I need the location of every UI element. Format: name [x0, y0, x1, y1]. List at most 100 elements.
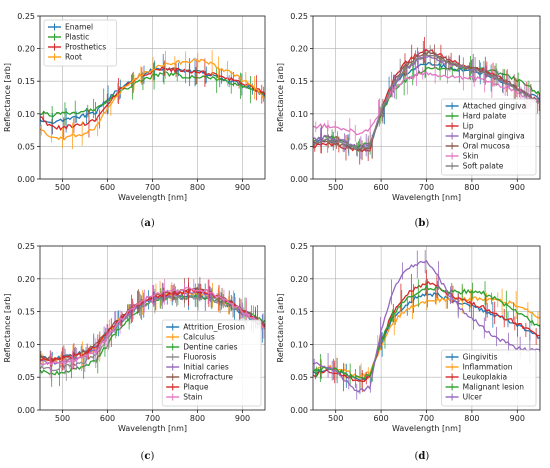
- x-axis-label: Wavelength [nm]: [392, 193, 461, 202]
- x-axis-label: Wavelength [nm]: [118, 193, 187, 202]
- x-axis-label: Wavelength [nm]: [392, 424, 461, 433]
- legend-entry: Stain: [183, 393, 202, 402]
- x-tick-label: 600: [373, 183, 388, 192]
- y-tick-label: 0.05: [17, 373, 35, 382]
- x-tick-label: 500: [55, 183, 70, 192]
- x-tick-label: 900: [235, 414, 250, 423]
- y-tick-label: 0.20: [290, 45, 308, 54]
- panel-label: (a): [141, 218, 155, 229]
- x-tick-label: 900: [235, 183, 250, 192]
- y-tick-label: 0.25: [17, 12, 35, 21]
- y-tick-label: 0.00: [290, 175, 308, 184]
- x-tick-label: 700: [419, 414, 434, 423]
- y-tick-label: 0.10: [290, 340, 308, 349]
- x-tick-label: 500: [328, 414, 343, 423]
- legend-entry: Attached gingiva: [463, 102, 527, 111]
- x-tick-label: 900: [510, 183, 525, 192]
- y-tick-label: 0.15: [17, 77, 35, 86]
- series-line: [313, 66, 540, 149]
- legend-box: [441, 349, 537, 407]
- panel-label: (d): [415, 451, 430, 462]
- series-line: [313, 71, 540, 136]
- legend-box: [441, 98, 537, 176]
- series-line: [313, 54, 540, 150]
- legend-entry: Gingivitis: [463, 353, 498, 362]
- legend-entry: Attrition_Erosion: [183, 323, 245, 332]
- chart-panel-2: 500 600 700 800 900 0.00 0.05 0.10 0.15 0.20 0.25 W…: [276, 12, 541, 229]
- legend-entry: Inflammation: [463, 363, 513, 372]
- series-line: [313, 284, 540, 380]
- series-line: [313, 281, 540, 383]
- x-tick-label: 600: [373, 414, 388, 423]
- series-line: [313, 259, 540, 393]
- series-line: [40, 286, 265, 366]
- y-tick-label: 0.05: [290, 373, 308, 382]
- legend-entry: Lip: [463, 122, 474, 131]
- series-group: [313, 250, 540, 400]
- legend: GingivitisInflammationLeukoplakiaMaligna…: [441, 349, 537, 407]
- y-tick-label: 0.05: [17, 142, 35, 151]
- x-tick-label: 800: [464, 414, 479, 423]
- chart-panel-3: 500 600 700 800 900 0.00 0.05 0.10 0.15 0.20 0.25 W…: [3, 242, 266, 462]
- y-tick-label: 0.25: [290, 12, 308, 21]
- y-tick-label: 0.10: [17, 110, 35, 119]
- y-tick-label: 0.15: [290, 77, 308, 86]
- y-tick-label: 0.15: [17, 308, 35, 317]
- x-tick-label: 800: [190, 414, 205, 423]
- legend-box: [43, 19, 117, 67]
- x-tick-label: 500: [328, 183, 343, 192]
- panel-label: (b): [415, 218, 430, 229]
- legend-entry: Plaque: [183, 383, 209, 392]
- y-tick-label: 0.20: [17, 275, 35, 284]
- legend-entry: Plastic: [65, 33, 89, 42]
- y-tick-label: 0.20: [290, 275, 308, 284]
- y-tick-label: 0.10: [290, 110, 308, 119]
- series-line: [313, 55, 540, 150]
- x-tick-label: 800: [464, 183, 479, 192]
- x-tick-label: 600: [100, 414, 115, 423]
- y-tick-label: 0.10: [17, 340, 35, 349]
- legend-entry: Malignant lesion: [463, 383, 525, 392]
- y-tick-label: 0.00: [290, 406, 308, 415]
- legend-entry: Calculus: [183, 333, 215, 342]
- y-tick-label: 0.25: [290, 242, 308, 251]
- legend-entry: Initial caries: [183, 363, 229, 372]
- series-group: [40, 277, 265, 387]
- legend-entry: Oral mucosa: [463, 142, 510, 151]
- y-tick-label: 0.20: [17, 45, 35, 54]
- x-axis-label: Wavelength [nm]: [118, 424, 187, 433]
- series-group: [40, 50, 265, 150]
- y-tick-label: 0.15: [290, 308, 308, 317]
- x-tick-label: 900: [510, 414, 525, 423]
- y-tick-label: 0.05: [290, 142, 308, 151]
- x-tick-label: 500: [55, 414, 70, 423]
- legend-entry: Fluorosis: [183, 353, 216, 362]
- x-tick-label: 600: [100, 183, 115, 192]
- y-tick-label: 0.00: [17, 175, 35, 184]
- x-tick-label: 700: [145, 183, 160, 192]
- legend-entry: Dentine caries: [183, 343, 237, 352]
- series-line: [40, 58, 265, 141]
- chart-panel-4: 500 600 700 800 900 0.00 0.05 0.10 0.15 0.20 0.25 W…: [276, 242, 541, 462]
- series-line: [313, 62, 540, 150]
- legend-entry: Ulcer: [463, 393, 483, 402]
- legend-entry: Hard palate: [463, 112, 507, 121]
- legend-entry: Root: [65, 53, 82, 62]
- x-tick-label: 700: [145, 414, 160, 423]
- legend-entry: Skin: [463, 152, 479, 161]
- panel-label: (c): [141, 451, 155, 462]
- legend-entry: Microfracture: [183, 373, 233, 382]
- y-tick-label: 0.25: [17, 242, 35, 251]
- y-tick-label: 0.00: [17, 406, 35, 415]
- x-tick-label: 700: [419, 183, 434, 192]
- legend-entry: Soft palate: [463, 162, 504, 171]
- chart-panel-1: 500 600 700 800 900 0.00 0.05 0.10 0.15 0.20 0.25 W…: [3, 12, 266, 229]
- legend-entry: Prosthetics: [65, 43, 106, 52]
- y-axis-label: Reflectance [arb]: [276, 294, 285, 363]
- series-group: [313, 37, 540, 165]
- legend-entry: Leukoplakia: [463, 373, 508, 382]
